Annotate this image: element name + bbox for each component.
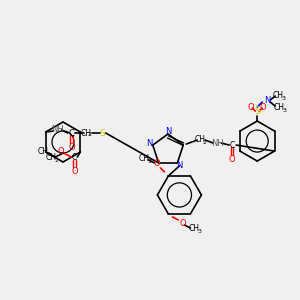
Text: CH: CH xyxy=(139,154,150,164)
Text: 3: 3 xyxy=(282,108,286,112)
Text: 2: 2 xyxy=(54,158,58,163)
Text: CH: CH xyxy=(274,103,285,112)
Text: N: N xyxy=(176,161,183,170)
Text: CH: CH xyxy=(46,152,57,161)
Text: N: N xyxy=(147,139,153,148)
Text: O: O xyxy=(179,220,186,229)
Text: CH: CH xyxy=(273,91,284,100)
Text: 3: 3 xyxy=(197,230,201,235)
Text: CH: CH xyxy=(80,128,91,137)
Text: O: O xyxy=(68,142,75,152)
Text: C: C xyxy=(230,141,235,150)
Text: 2: 2 xyxy=(202,140,206,145)
Text: S: S xyxy=(254,106,260,116)
Text: O: O xyxy=(260,103,266,112)
Text: S: S xyxy=(100,128,106,137)
Text: N: N xyxy=(165,127,171,136)
Text: CH: CH xyxy=(189,224,200,233)
Text: CH: CH xyxy=(195,135,206,144)
Text: NH: NH xyxy=(51,125,64,134)
Text: 3: 3 xyxy=(281,96,285,100)
Text: 3: 3 xyxy=(147,159,152,164)
Text: O: O xyxy=(71,167,78,176)
Text: C: C xyxy=(72,152,77,161)
Text: 2: 2 xyxy=(88,133,92,137)
Text: O: O xyxy=(57,148,64,157)
Text: CH: CH xyxy=(38,148,49,157)
Text: 3: 3 xyxy=(46,152,50,158)
Text: O: O xyxy=(153,159,160,168)
Text: N: N xyxy=(264,96,270,105)
Text: C: C xyxy=(69,128,75,137)
Text: O: O xyxy=(229,154,236,164)
Text: O: O xyxy=(248,103,254,112)
Text: NH: NH xyxy=(211,139,224,148)
